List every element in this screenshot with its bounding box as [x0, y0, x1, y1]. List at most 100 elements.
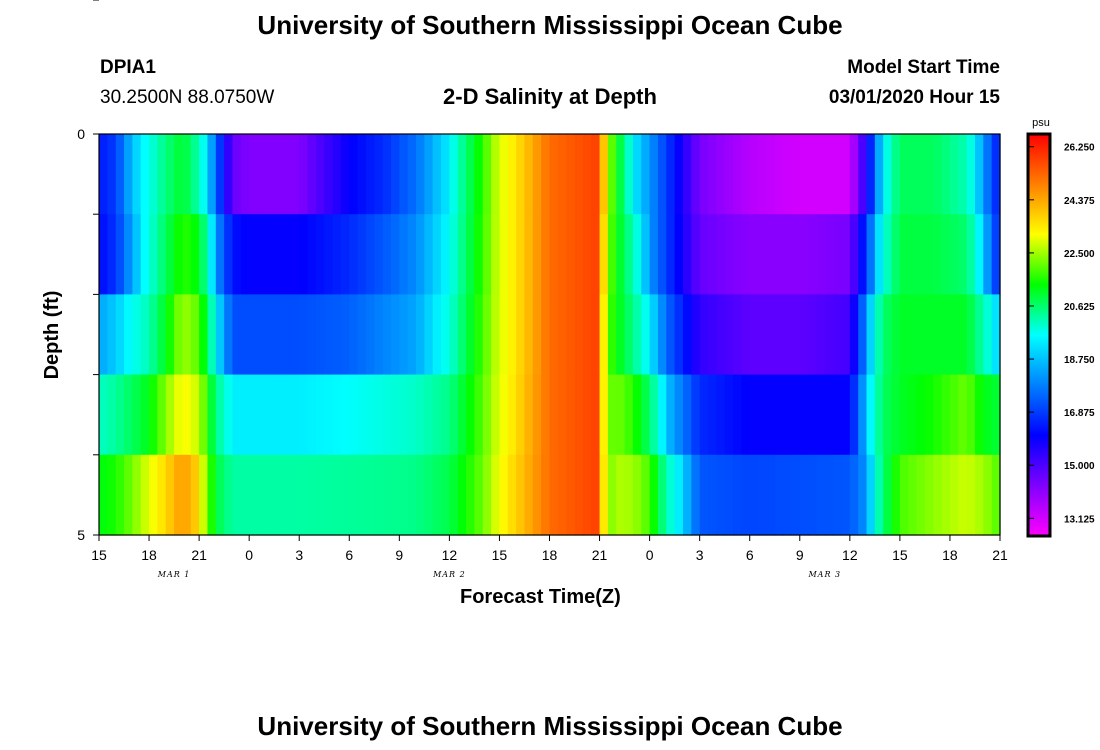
heatmap-cell	[949, 454, 959, 536]
heatmap-cell	[324, 214, 334, 295]
heatmap-cell	[908, 294, 918, 376]
heatmap-cell	[557, 294, 567, 376]
heatmap-cell	[866, 134, 876, 215]
heatmap-cell	[399, 454, 409, 536]
heatmap-cell	[407, 214, 417, 295]
heatmap-cell	[466, 374, 476, 456]
heatmap-cell	[240, 214, 250, 295]
heatmap-cell	[340, 214, 350, 295]
heatmap-cell	[657, 214, 667, 295]
heatmap-cell	[357, 214, 367, 295]
heatmap-cell	[783, 294, 793, 376]
heatmap-cell	[991, 134, 1001, 215]
heatmap-cell	[282, 214, 292, 295]
heatmap-cell	[983, 374, 993, 456]
heatmap-cell	[140, 134, 150, 215]
heatmap-cell	[649, 214, 659, 295]
heatmap-cell	[949, 294, 959, 376]
heatmap-cell	[499, 294, 509, 376]
heatmap-cell	[682, 374, 692, 456]
heatmap-cell	[274, 454, 284, 536]
heatmap-cell	[441, 294, 450, 376]
heatmap-cell	[874, 134, 884, 215]
heatmap-cell	[566, 294, 576, 376]
heatmap-cell	[382, 134, 392, 215]
heatmap-cell	[249, 454, 259, 536]
y-tick-label: 5	[77, 527, 85, 543]
heatmap-cell	[958, 374, 968, 456]
heatmap-cell	[716, 134, 726, 215]
heatmap-cell	[482, 134, 492, 215]
heatmap-cell	[132, 134, 142, 215]
x-tick-label: 18	[141, 547, 157, 563]
heatmap-cell	[299, 214, 309, 295]
heatmap-cell	[340, 374, 350, 456]
heatmap-cell	[224, 214, 234, 295]
heatmap-cell	[290, 214, 300, 295]
heatmap-cell	[632, 134, 642, 215]
heatmap-cell	[399, 134, 409, 215]
heatmap-cell	[99, 374, 108, 456]
heatmap-cell	[107, 214, 117, 295]
heatmap-cell	[908, 374, 918, 456]
heatmap-cell	[474, 374, 484, 456]
colorbar-unit: psu	[1032, 117, 1050, 129]
heatmap-cell	[499, 374, 509, 456]
heatmap-cell	[591, 134, 601, 215]
heatmap-cell	[674, 454, 684, 536]
heatmap-cell	[199, 374, 209, 456]
heatmap-cell	[816, 294, 826, 376]
heatmap-cell	[716, 214, 726, 295]
station-coords: 30.2500N 88.0750W	[100, 87, 275, 108]
heatmap-cell	[290, 374, 300, 456]
heatmap-cell	[833, 374, 843, 456]
heatmap-cell	[549, 134, 559, 215]
heatmap-cell	[190, 294, 200, 376]
heatmap-cell	[399, 294, 409, 376]
heatmap-cell	[899, 214, 909, 295]
heatmap-cell	[774, 374, 784, 456]
heatmap-cell	[332, 374, 342, 456]
heatmap-cell	[232, 374, 242, 456]
heatmap-cell	[666, 374, 676, 456]
heatmap-cell	[958, 134, 968, 215]
heatmap-cell	[841, 214, 851, 295]
heatmap-cell	[708, 374, 717, 456]
heatmap-cell	[249, 214, 259, 295]
heatmap-cell	[632, 294, 642, 376]
heatmap-cell	[833, 134, 843, 215]
heatmap-cell	[474, 214, 484, 295]
heatmap-cell	[557, 374, 567, 456]
heatmap-cell	[891, 214, 901, 295]
heatmap-cell	[799, 454, 809, 536]
heatmap-cell	[416, 294, 425, 376]
heatmap-cell	[891, 374, 901, 456]
heatmap-cell	[149, 294, 158, 376]
heatmap-cell	[557, 454, 567, 536]
heatmap-cell	[574, 294, 584, 376]
heatmap-cell	[741, 134, 751, 215]
heatmap-cell	[482, 214, 492, 295]
heatmap-cell	[491, 134, 501, 215]
heatmap-cell	[708, 214, 717, 295]
heatmap-cell	[916, 454, 926, 536]
heatmap-cell	[307, 374, 317, 456]
heatmap-cell	[124, 294, 133, 376]
heatmap-cell	[791, 454, 801, 536]
heatmap-cell	[974, 214, 984, 295]
heatmap-cell	[424, 294, 434, 376]
heatmap-cell	[474, 134, 484, 215]
heatmap-cell	[883, 214, 893, 295]
heatmap-cell	[682, 294, 692, 376]
heatmap-cell	[399, 214, 409, 295]
heatmap-cell	[833, 294, 843, 376]
heatmap-cell	[457, 134, 467, 215]
heatmap-cell	[716, 374, 726, 456]
heatmap-cell	[374, 374, 384, 456]
heatmap-cell	[641, 214, 651, 295]
heatmap-cell	[507, 214, 517, 295]
heatmap-cell	[315, 374, 325, 456]
heatmap-cell	[924, 214, 934, 295]
heatmap-cell	[132, 294, 142, 376]
heatmap-cell	[524, 294, 534, 376]
